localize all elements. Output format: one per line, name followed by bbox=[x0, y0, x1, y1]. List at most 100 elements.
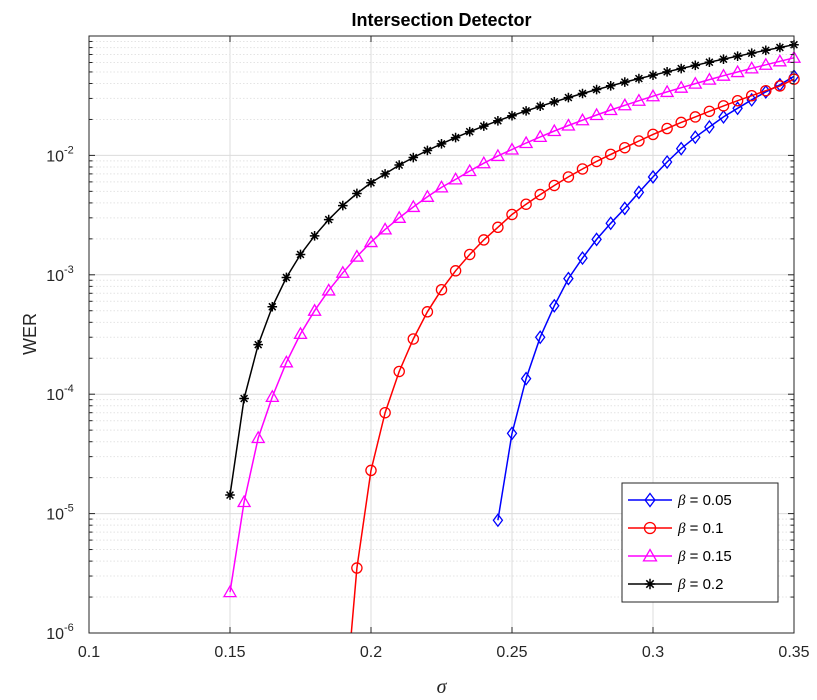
data-point-diamond bbox=[633, 185, 645, 200]
y-tick-label: 10 bbox=[46, 387, 64, 404]
data-point-asterisk bbox=[634, 73, 644, 84]
data-point-circle bbox=[421, 306, 434, 318]
data-point-circle bbox=[633, 135, 645, 147]
data-point-triangle bbox=[744, 61, 759, 74]
data-point-circle bbox=[449, 265, 462, 277]
data-point-circle bbox=[562, 171, 575, 183]
y-tick-label: 10 bbox=[46, 626, 64, 643]
data-point-asterisk bbox=[605, 80, 616, 91]
data-point-asterisk bbox=[323, 214, 334, 225]
data-point-diamond bbox=[644, 492, 656, 508]
data-point-circle bbox=[393, 365, 405, 378]
data-point-diamond bbox=[492, 513, 504, 528]
data-point-circle bbox=[731, 94, 744, 107]
data-point-asterisk bbox=[309, 231, 320, 241]
data-point-circle bbox=[661, 122, 673, 135]
data-point-triangle bbox=[617, 97, 632, 111]
legend-label-symbol: β bbox=[677, 521, 686, 537]
series-group bbox=[222, 39, 802, 634]
x-tick-label: 0.35 bbox=[778, 644, 809, 661]
data-point-triangle bbox=[307, 303, 322, 316]
data-point-asterisk bbox=[690, 60, 701, 71]
data-point-triangle bbox=[392, 210, 407, 223]
data-point-triangle bbox=[631, 93, 647, 106]
data-point-diamond bbox=[605, 216, 617, 231]
legend-item: β = 0.05 bbox=[628, 492, 732, 509]
data-point-triangle bbox=[222, 584, 238, 598]
data-point-diamond bbox=[718, 109, 729, 125]
legend-label: β = 0.05 bbox=[677, 492, 732, 509]
data-point-triangle bbox=[321, 283, 336, 296]
data-point-asterisk bbox=[563, 92, 574, 103]
data-point-triangle bbox=[490, 148, 506, 162]
data-point-asterisk bbox=[479, 121, 489, 131]
data-point-triangle bbox=[518, 135, 534, 149]
data-point-asterisk bbox=[239, 393, 249, 404]
data-point-diamond bbox=[689, 130, 701, 145]
data-point-triangle bbox=[603, 102, 618, 116]
series-line bbox=[497, 75, 795, 521]
data-point-triangle bbox=[236, 494, 252, 508]
data-point-diamond bbox=[647, 169, 659, 185]
data-point-diamond bbox=[704, 119, 715, 135]
data-point-triangle bbox=[504, 142, 520, 155]
data-point-triangle bbox=[772, 53, 788, 67]
data-point-triangle bbox=[462, 163, 477, 177]
data-point-diamond bbox=[534, 330, 546, 345]
data-point-triangle bbox=[758, 57, 773, 70]
data-point-circle bbox=[379, 406, 391, 419]
data-point-circle bbox=[548, 179, 561, 192]
data-point-triangle bbox=[674, 80, 689, 93]
legend-label: β = 0.1 bbox=[677, 520, 723, 537]
data-point-circle bbox=[689, 111, 702, 123]
legend-item: β = 0.1 bbox=[628, 520, 723, 537]
data-point-asterisk bbox=[253, 339, 263, 350]
data-point-circle bbox=[534, 188, 546, 201]
data-point-circle bbox=[745, 89, 758, 102]
data-point-triangle bbox=[406, 199, 421, 213]
data-point-diamond bbox=[675, 141, 687, 156]
data-point-asterisk bbox=[620, 77, 630, 87]
data-point-asterisk bbox=[662, 67, 672, 77]
data-point-asterisk bbox=[591, 84, 602, 95]
legend-label: β = 0.15 bbox=[677, 548, 732, 565]
data-point-circle bbox=[506, 208, 518, 221]
data-point-diamond bbox=[661, 154, 673, 170]
data-point-diamond bbox=[520, 371, 532, 386]
data-point-circle bbox=[675, 116, 687, 129]
y-tick-label-exponent: -4 bbox=[64, 383, 74, 395]
data-point-triangle bbox=[476, 155, 491, 169]
data-point-triangle bbox=[716, 68, 731, 81]
data-point-circle bbox=[351, 562, 363, 574]
data-point-circle bbox=[407, 333, 420, 345]
data-point-triangle bbox=[688, 76, 703, 89]
data-point-circle bbox=[590, 155, 603, 168]
chart-title: Intersection Detector bbox=[351, 10, 531, 30]
x-axis-label: σ bbox=[437, 676, 448, 698]
legend-item: β = 0.2 bbox=[628, 576, 723, 593]
legend-label-value: = 0.15 bbox=[685, 548, 731, 565]
data-point-diamond bbox=[563, 271, 574, 286]
data-point-asterisk bbox=[577, 88, 588, 99]
data-point-asterisk bbox=[394, 160, 404, 170]
y-tick-label: 10 bbox=[46, 148, 64, 165]
y-tick-label-exponent: -3 bbox=[64, 264, 74, 276]
legend: β = 0.05β = 0.1β = 0.15β = 0.2 bbox=[621, 482, 779, 603]
series-0-05 bbox=[492, 69, 800, 528]
legend-label-value: = 0.05 bbox=[685, 492, 731, 509]
data-point-asterisk bbox=[436, 139, 447, 149]
legend-label: β = 0.2 bbox=[677, 576, 723, 593]
data-point-asterisk bbox=[352, 188, 362, 199]
y-tick-label-exponent: -5 bbox=[64, 503, 74, 515]
data-point-triangle bbox=[265, 389, 280, 403]
data-point-triangle bbox=[349, 249, 365, 262]
data-point-asterisk bbox=[267, 301, 278, 312]
data-point-circle bbox=[463, 248, 476, 261]
data-point-asterisk bbox=[493, 115, 503, 126]
data-point-asterisk bbox=[366, 177, 376, 188]
data-point-asterisk bbox=[507, 110, 517, 121]
data-point-diamond bbox=[619, 201, 631, 216]
y-tick-label: 10 bbox=[46, 268, 64, 285]
data-point-asterisk bbox=[295, 249, 306, 260]
